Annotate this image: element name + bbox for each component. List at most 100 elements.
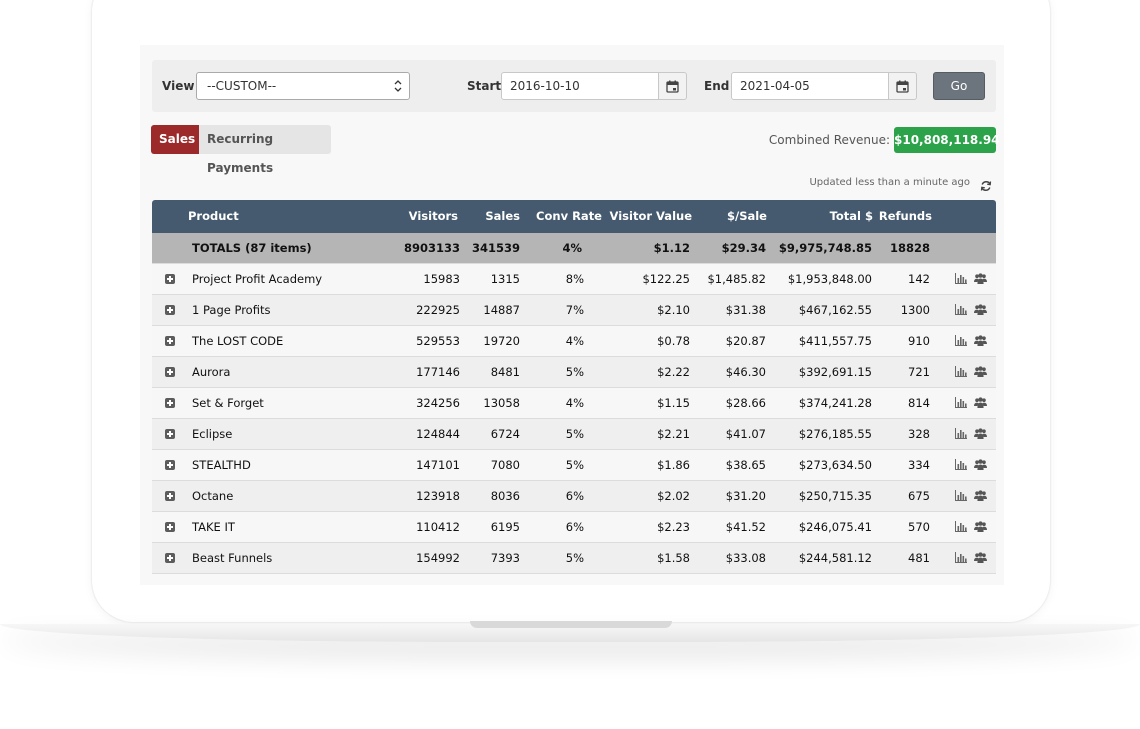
- combined-revenue-badge: $10,808,118.94: [894, 127, 1000, 153]
- visitors-cell: 222925: [416, 303, 460, 317]
- total-cell: $276,185.55: [798, 427, 872, 441]
- table-row: The LOST CODE 529553 19720 4% $0.78 $20.87 $41…: [152, 326, 996, 357]
- bar-chart-icon[interactable]: [955, 552, 967, 566]
- visitor-value-cell: $2.23: [657, 520, 690, 534]
- bar-chart-icon[interactable]: [955, 397, 967, 411]
- header-total[interactable]: Total $: [829, 209, 873, 223]
- conv-rate-cell: 4%: [565, 396, 584, 410]
- expand-icon[interactable]: [165, 398, 175, 408]
- table-row: Beast Funnels 154992 7393 5% $1.58 $33.08 $244…: [152, 543, 996, 574]
- end-calendar-button[interactable]: [889, 72, 917, 100]
- users-icon[interactable]: [974, 459, 987, 473]
- conv-rate-cell: 8%: [565, 272, 584, 286]
- users-icon[interactable]: [974, 552, 987, 566]
- expand-icon[interactable]: [165, 491, 175, 501]
- per-sale-cell: $46.30: [725, 365, 766, 379]
- refunds-cell: 570: [908, 520, 930, 534]
- header-conv-rate[interactable]: Conv Rate: [536, 209, 602, 223]
- visitor-value-cell: $1.86: [657, 458, 690, 472]
- refunds-cell: 1300: [900, 303, 930, 317]
- product-name: 1 Page Profits: [192, 303, 271, 317]
- bar-chart-icon[interactable]: [955, 335, 967, 349]
- sales-cell: 14887: [483, 303, 520, 317]
- chevron-down-icon: [393, 78, 403, 97]
- total-cell: $411,557.75: [798, 334, 872, 348]
- users-icon[interactable]: [974, 366, 987, 380]
- view-label: View: [162, 79, 195, 93]
- totals-per-sale: $29.34: [721, 241, 766, 255]
- expand-icon[interactable]: [165, 522, 175, 532]
- header-sales[interactable]: Sales: [485, 209, 520, 223]
- refunds-cell: 721: [908, 365, 930, 379]
- product-name: Aurora: [192, 365, 231, 379]
- bar-chart-icon[interactable]: [955, 490, 967, 504]
- end-date-input[interactable]: 2021-04-05: [731, 72, 889, 100]
- total-cell: $244,581.12: [798, 551, 872, 565]
- sales-cell: 7393: [490, 551, 520, 565]
- table-row: STEALTHD 147101 7080 5% $1.86 $38.65 $273,634.…: [152, 450, 996, 481]
- visitors-cell: 124844: [416, 427, 460, 441]
- table-body: Project Profit Academy 15983 1315 8% $122.25…: [152, 264, 996, 574]
- bar-chart-icon[interactable]: [955, 428, 967, 442]
- visitor-value-cell: $122.25: [642, 272, 690, 286]
- bar-chart-icon[interactable]: [955, 366, 967, 380]
- users-icon[interactable]: [974, 397, 987, 411]
- header-per-sale[interactable]: $/Sale: [727, 209, 767, 223]
- totals-conv-rate: 4%: [562, 241, 582, 255]
- expand-icon[interactable]: [165, 460, 175, 470]
- total-cell: $273,634.50: [798, 458, 872, 472]
- tab-sales[interactable]: Sales: [151, 125, 199, 154]
- conv-rate-cell: 7%: [565, 303, 584, 317]
- tab-recurring-payments[interactable]: Recurring Payments: [199, 125, 331, 175]
- conv-rate-cell: 6%: [565, 520, 584, 534]
- product-name: Beast Funnels: [192, 551, 273, 565]
- per-sale-cell: $1,485.82: [707, 272, 766, 286]
- users-icon[interactable]: [974, 335, 987, 349]
- expand-icon[interactable]: [165, 336, 175, 346]
- totals-row: TOTALS (87 items) 8903133 341539 4% $1.1…: [152, 233, 996, 264]
- table-row: Set & Forget 324256 13058 4% $1.15 $28.66 $374…: [152, 388, 996, 419]
- expand-icon[interactable]: [165, 367, 175, 377]
- visitors-cell: 177146: [416, 365, 460, 379]
- users-icon[interactable]: [974, 521, 987, 535]
- sales-cell: 8036: [490, 489, 520, 503]
- visitor-value-cell: $1.58: [657, 551, 690, 565]
- header-refunds[interactable]: Refunds: [878, 209, 932, 223]
- per-sale-cell: $28.66: [725, 396, 766, 410]
- users-icon[interactable]: [974, 490, 987, 504]
- bar-chart-icon[interactable]: [955, 304, 967, 318]
- header-visitors[interactable]: Visitors: [408, 209, 458, 223]
- total-cell: $467,162.55: [798, 303, 872, 317]
- start-label: Start: [467, 79, 502, 93]
- totals-total: $9,975,748.85: [778, 241, 872, 255]
- users-icon[interactable]: [974, 304, 987, 318]
- per-sale-cell: $31.20: [725, 489, 766, 503]
- expand-icon[interactable]: [165, 553, 175, 563]
- users-icon[interactable]: [974, 428, 987, 442]
- table-row: TAKE IT 110412 6195 6% $2.23 $41.52 $246,075.4…: [152, 512, 996, 543]
- table-row: Eclipse 124844 6724 5% $2.21 $41.07 $276,185.5…: [152, 419, 996, 450]
- refresh-icon[interactable]: [980, 177, 992, 196]
- visitors-cell: 324256: [416, 396, 460, 410]
- start-calendar-button[interactable]: [659, 72, 687, 100]
- bar-chart-icon[interactable]: [955, 521, 967, 535]
- expand-icon[interactable]: [165, 274, 175, 284]
- expand-icon[interactable]: [165, 429, 175, 439]
- sales-cell: 7080: [490, 458, 520, 472]
- conv-rate-cell: 5%: [565, 551, 584, 565]
- sales-cell: 13058: [483, 396, 520, 410]
- per-sale-cell: $31.38: [725, 303, 766, 317]
- expand-icon[interactable]: [165, 305, 175, 315]
- header-product[interactable]: Product: [188, 209, 239, 223]
- table-row: Octane 123918 8036 6% $2.02 $31.20 $250,715.35…: [152, 481, 996, 512]
- users-icon[interactable]: [974, 273, 987, 287]
- totals-product: TOTALS (87 items): [192, 241, 312, 255]
- header-visitor-value[interactable]: Visitor Value: [609, 209, 692, 223]
- visitor-value-cell: $2.22: [657, 365, 690, 379]
- laptop-base: [0, 624, 1140, 642]
- bar-chart-icon[interactable]: [955, 273, 967, 287]
- start-date-input[interactable]: 2016-10-10: [501, 72, 659, 100]
- go-button[interactable]: Go: [933, 72, 985, 100]
- view-select[interactable]: --CUSTOM--: [196, 72, 410, 100]
- bar-chart-icon[interactable]: [955, 459, 967, 473]
